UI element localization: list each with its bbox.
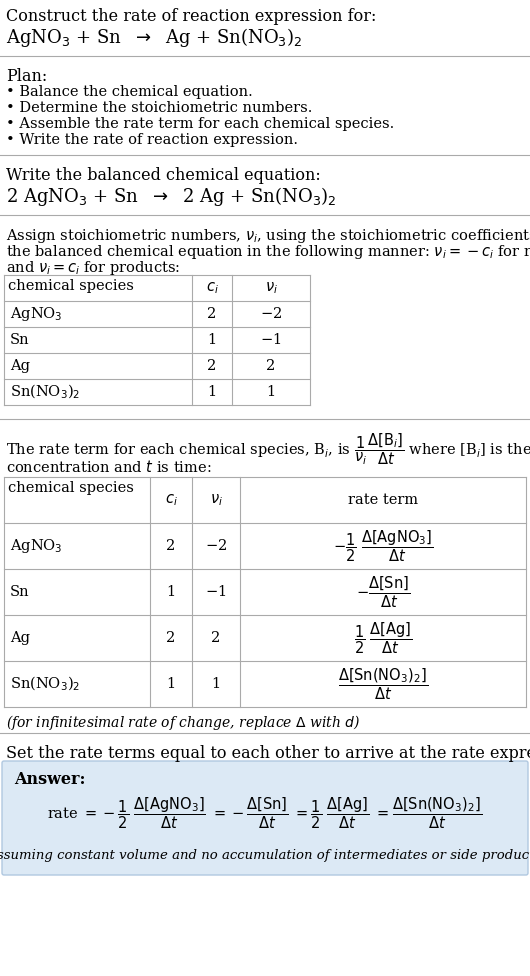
Text: Write the balanced chemical equation:: Write the balanced chemical equation:	[6, 167, 321, 184]
Text: the balanced chemical equation in the following manner: $\nu_i = -c_i$ for react: the balanced chemical equation in the fo…	[6, 243, 530, 261]
Text: concentration and $t$ is time:: concentration and $t$ is time:	[6, 459, 211, 475]
Text: $-$1: $-$1	[260, 333, 281, 347]
Text: $c_i$: $c_i$	[165, 492, 178, 508]
Text: Ag: Ag	[10, 631, 30, 645]
Text: Plan:: Plan:	[6, 68, 47, 85]
Text: $\dfrac{1}{2}\ \dfrac{\Delta[\mathrm{Ag}]}{\Delta t}$: $\dfrac{1}{2}\ \dfrac{\Delta[\mathrm{Ag}…	[354, 620, 412, 656]
Text: Answer:: Answer:	[14, 771, 85, 788]
Text: (for infinitesimal rate of change, replace $\Delta$ with $d$): (for infinitesimal rate of change, repla…	[6, 713, 360, 732]
Text: $-$2: $-$2	[260, 306, 282, 321]
Text: 2: 2	[207, 307, 217, 321]
FancyBboxPatch shape	[2, 761, 528, 875]
Text: • Assemble the rate term for each chemical species.: • Assemble the rate term for each chemic…	[6, 117, 394, 131]
Text: Sn: Sn	[10, 585, 30, 599]
Text: AgNO$_3$ + Sn  $\rightarrow$  Ag + Sn(NO$_3$)$_2$: AgNO$_3$ + Sn $\rightarrow$ Ag + Sn(NO$_…	[6, 26, 303, 49]
Text: AgNO$_3$: AgNO$_3$	[10, 537, 63, 555]
Text: • Balance the chemical equation.: • Balance the chemical equation.	[6, 85, 253, 99]
Text: 1: 1	[166, 585, 175, 599]
Text: $\nu_i$: $\nu_i$	[264, 280, 278, 296]
Text: $\dfrac{\Delta[\mathrm{Sn(NO_3)_2}]}{\Delta t}$: $\dfrac{\Delta[\mathrm{Sn(NO_3)_2}]}{\De…	[338, 667, 428, 702]
Text: 2: 2	[267, 359, 276, 373]
Text: Sn: Sn	[10, 333, 30, 347]
Text: $-$1: $-$1	[205, 585, 227, 599]
Text: 2: 2	[207, 359, 217, 373]
Text: (assuming constant volume and no accumulation of intermediates or side products): (assuming constant volume and no accumul…	[0, 849, 530, 862]
Text: • Determine the stoichiometric numbers.: • Determine the stoichiometric numbers.	[6, 101, 312, 115]
Text: Sn(NO$_3$)$_2$: Sn(NO$_3$)$_2$	[10, 674, 81, 693]
Text: rate term: rate term	[348, 493, 418, 507]
Text: 2: 2	[166, 539, 175, 553]
Text: 2: 2	[211, 631, 220, 645]
Text: Sn(NO$_3$)$_2$: Sn(NO$_3$)$_2$	[10, 383, 81, 401]
Text: $-\dfrac{1}{2}\ \dfrac{\Delta[\mathrm{AgNO_3}]}{\Delta t}$: $-\dfrac{1}{2}\ \dfrac{\Delta[\mathrm{Ag…	[333, 528, 433, 564]
Text: AgNO$_3$: AgNO$_3$	[10, 305, 63, 323]
Text: The rate term for each chemical species, B$_i$, is $\dfrac{1}{\nu_i}\dfrac{\Delt: The rate term for each chemical species,…	[6, 431, 530, 467]
Text: $c_i$: $c_i$	[206, 280, 218, 296]
Text: Ag: Ag	[10, 359, 30, 373]
Text: $\nu_i$: $\nu_i$	[209, 492, 223, 508]
Text: 1: 1	[211, 677, 220, 691]
Text: Assign stoichiometric numbers, $\nu_i$, using the stoichiometric coefficients, $: Assign stoichiometric numbers, $\nu_i$, …	[6, 227, 530, 245]
Text: 2: 2	[166, 631, 175, 645]
Text: chemical species: chemical species	[8, 481, 134, 495]
Text: and $\nu_i = c_i$ for products:: and $\nu_i = c_i$ for products:	[6, 259, 180, 277]
Text: 1: 1	[166, 677, 175, 691]
Text: chemical species: chemical species	[8, 279, 134, 293]
Text: 2 AgNO$_3$ + Sn  $\rightarrow$  2 Ag + Sn(NO$_3$)$_2$: 2 AgNO$_3$ + Sn $\rightarrow$ 2 Ag + Sn(…	[6, 185, 337, 208]
Text: 1: 1	[207, 385, 217, 399]
Text: rate $= -\dfrac{1}{2}\ \dfrac{\Delta[\mathrm{AgNO_3}]}{\Delta t}\ = -\dfrac{\Del: rate $= -\dfrac{1}{2}\ \dfrac{\Delta[\ma…	[48, 795, 482, 831]
Text: $-\dfrac{\Delta[\mathrm{Sn}]}{\Delta t}$: $-\dfrac{\Delta[\mathrm{Sn}]}{\Delta t}$	[356, 574, 410, 610]
Text: 1: 1	[267, 385, 276, 399]
Text: • Write the rate of reaction expression.: • Write the rate of reaction expression.	[6, 133, 298, 147]
Text: 1: 1	[207, 333, 217, 347]
Text: Construct the rate of reaction expression for:: Construct the rate of reaction expressio…	[6, 8, 376, 25]
Text: $-$2: $-$2	[205, 539, 227, 553]
Text: Set the rate terms equal to each other to arrive at the rate expression:: Set the rate terms equal to each other t…	[6, 745, 530, 762]
